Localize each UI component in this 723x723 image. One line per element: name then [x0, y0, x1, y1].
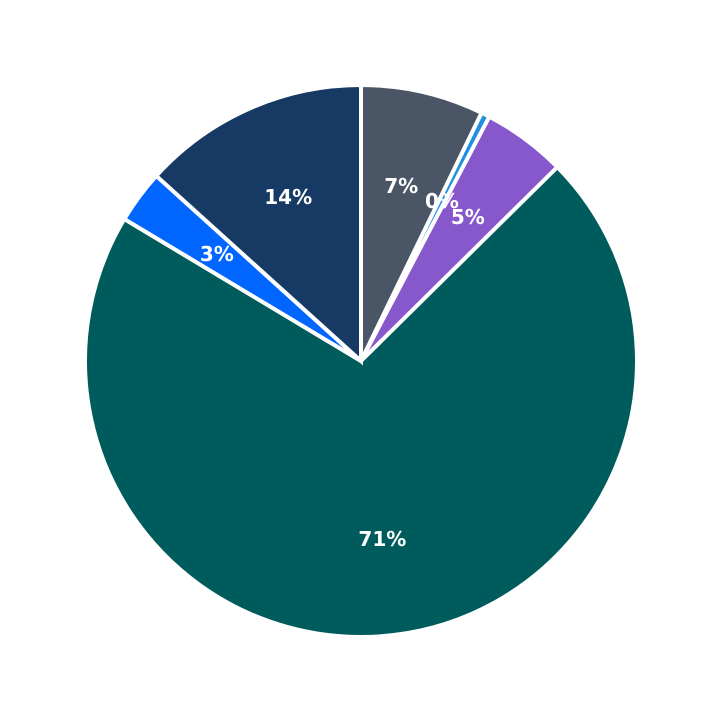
- pie-slice: [83, 164, 639, 639]
- slice-percent-label: 5%: [451, 205, 485, 229]
- pie-labels: 7% 0%5% 71% 3% 14%: [200, 174, 485, 551]
- slice-percent-label: 7%: [384, 174, 418, 198]
- slice-percent-label: 3%: [200, 242, 234, 266]
- pie-slice: [359, 82, 485, 362]
- pie-slice: [153, 82, 363, 366]
- pie-slices: [83, 82, 639, 639]
- slice-percent-label: 0%: [425, 189, 459, 213]
- slice-percent-label: 14%: [264, 185, 312, 209]
- slice-percent-label: 71%: [358, 527, 406, 551]
